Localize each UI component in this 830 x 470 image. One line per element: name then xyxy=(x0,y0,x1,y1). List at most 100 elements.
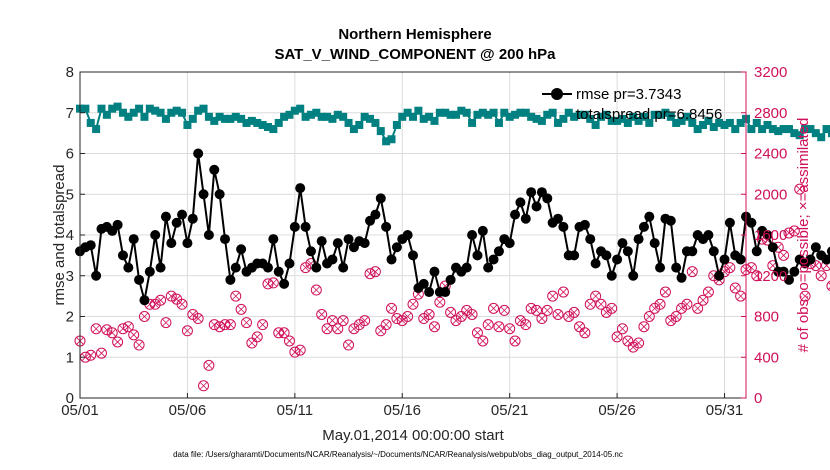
obs-assimilated-cross xyxy=(586,300,595,309)
obs-marker xyxy=(509,335,521,347)
obs-assimilated-cross xyxy=(607,304,616,313)
totalspread-point xyxy=(736,118,745,127)
obs-marker xyxy=(128,329,140,341)
obs-possible-circle xyxy=(138,311,150,322)
totalspread-point xyxy=(521,108,530,117)
obs-possible-circle xyxy=(815,270,827,282)
totalspread-point xyxy=(634,116,643,125)
x-tick-label: 05/16 xyxy=(383,402,421,419)
obs-possible-circle xyxy=(692,302,704,314)
totalspread-point xyxy=(774,127,783,136)
obs-possible-circle xyxy=(751,270,763,282)
obs-possible-circle xyxy=(294,344,306,356)
totalspread-point xyxy=(666,112,675,121)
obs-possible-circle xyxy=(208,319,220,331)
totalspread-point xyxy=(215,112,224,121)
rmse-point xyxy=(488,254,499,265)
obs-marker xyxy=(590,290,602,302)
totalspread-point xyxy=(591,120,600,129)
rmse-point xyxy=(166,238,177,249)
totalspread-point xyxy=(607,116,616,125)
obs-assimilated-cross xyxy=(570,308,578,317)
totalspread-point xyxy=(602,110,611,119)
rmse-point xyxy=(134,274,145,285)
obs-marker xyxy=(670,311,682,322)
totalspread-point xyxy=(554,118,563,127)
obs-marker xyxy=(461,304,473,316)
obs-assimilated-cross xyxy=(591,292,600,300)
obs-marker xyxy=(101,324,113,336)
obs-marker xyxy=(343,339,355,351)
obs-possible-circle xyxy=(531,304,543,316)
obs-marker xyxy=(267,277,279,289)
totalspread-point xyxy=(81,104,90,113)
obs-assimilated-cross xyxy=(505,324,514,333)
obs-possible-circle xyxy=(584,298,596,310)
y-tick-label-right: 0 xyxy=(754,390,762,407)
y-axis-label-left: rmse and totalspread xyxy=(51,165,68,306)
rmse-point xyxy=(112,219,123,230)
rmse-point xyxy=(558,221,569,232)
totalspread-point xyxy=(349,125,358,134)
obs-marker xyxy=(445,306,457,318)
y-tick-label-left: 2 xyxy=(66,309,74,326)
obs-assimilated-cross xyxy=(425,310,433,319)
obs-marker xyxy=(90,323,102,335)
totalspread-point xyxy=(376,127,385,136)
totalspread-point xyxy=(511,110,520,119)
obs-assimilated-cross xyxy=(731,284,740,292)
obs-possible-circle xyxy=(155,294,167,306)
y-tick-label-left: 6 xyxy=(66,146,74,163)
totalspread-point xyxy=(419,114,428,123)
rmse-point xyxy=(751,246,762,257)
totalspread-point xyxy=(188,114,197,123)
totalspread-point xyxy=(682,112,691,121)
obs-possible-circle xyxy=(810,260,822,272)
x-tick-label: 05/11 xyxy=(277,402,313,419)
obs-possible-circle xyxy=(337,315,349,327)
totalspread-point xyxy=(118,108,127,117)
totalspread-point xyxy=(484,110,493,119)
y-tick-label-left: 7 xyxy=(66,105,74,122)
obs-possible-circle xyxy=(316,308,328,320)
rmse-point xyxy=(150,230,161,240)
rmse-point xyxy=(579,219,590,230)
rmse-point xyxy=(703,230,714,240)
totalspread-point xyxy=(253,118,262,127)
obs-marker xyxy=(155,294,167,306)
obs-assimilated-cross xyxy=(317,310,326,319)
totalspread-point xyxy=(102,110,111,119)
totalspread-point xyxy=(570,112,579,121)
obs-possible-circle xyxy=(520,319,532,331)
obs-marker xyxy=(251,331,263,343)
obs-assimilated-cross xyxy=(736,292,745,300)
rmse-point xyxy=(665,215,676,226)
obs-marker xyxy=(294,344,306,356)
obs-assimilated-cross xyxy=(489,304,498,313)
obs-assimilated-cross xyxy=(103,325,111,334)
obs-possible-circle xyxy=(402,311,414,322)
obs-marker xyxy=(386,302,398,314)
rmse-point xyxy=(719,254,730,265)
obs-marker xyxy=(198,380,210,392)
obs-assimilated-cross xyxy=(640,322,648,331)
rmse-point xyxy=(338,262,349,273)
totalspread-point xyxy=(140,112,149,121)
rmse-point xyxy=(139,295,150,306)
obs-assimilated-cross xyxy=(801,292,809,300)
totalspread-point xyxy=(795,131,804,140)
obs-marker xyxy=(257,319,269,331)
obs-marker xyxy=(283,335,295,347)
obs-assimilated-cross xyxy=(124,322,133,331)
obs-assimilated-cross xyxy=(468,310,476,319)
obs-assimilated-cross xyxy=(462,306,471,315)
obs-assimilated-cross xyxy=(543,306,552,315)
rmse-point xyxy=(531,201,542,212)
rmse-point xyxy=(391,242,402,253)
rmse-point xyxy=(612,254,623,265)
rmse-point xyxy=(214,189,225,200)
obs-assimilated-cross xyxy=(559,288,568,296)
rmse-point xyxy=(472,250,483,261)
obs-marker xyxy=(584,298,596,310)
rmse-point xyxy=(762,230,773,240)
